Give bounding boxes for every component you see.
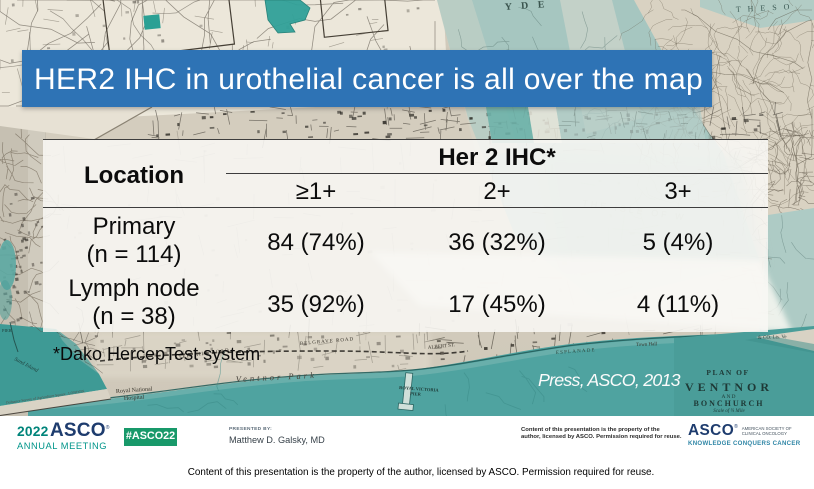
svg-text:Scale of ¾ Mile: Scale of ¾ Mile xyxy=(713,409,745,414)
svg-text:Town Hall: Town Hall xyxy=(636,342,658,348)
svg-text:ESPLANADE: ESPLANADE xyxy=(556,348,596,356)
svg-text:VENTNOR: VENTNOR xyxy=(685,380,773,394)
svg-text:Hospital: Hospital xyxy=(124,395,145,402)
svg-text:PIER: PIER xyxy=(2,328,12,333)
svg-text:Y D E: Y D E xyxy=(504,0,548,13)
svg-text:BELGRAVE ROAD: BELGRAVE ROAD xyxy=(300,337,355,347)
svg-text:PIER: PIER xyxy=(410,391,422,397)
svg-text:AND: AND xyxy=(722,394,737,400)
svg-text:T H E S O: T H E S O xyxy=(736,2,793,14)
svg-text:ROYAL VICTORIA: ROYAL VICTORIA xyxy=(399,385,440,393)
svg-text:PLAN OF: PLAN OF xyxy=(706,368,749,377)
svg-text:BONCHURCH: BONCHURCH xyxy=(694,399,765,408)
svg-text:Ventnor Park: Ventnor Park xyxy=(236,370,318,384)
svg-text:ALBERT ST.: ALBERT ST. xyxy=(428,343,455,351)
svg-text:Royal National: Royal National xyxy=(116,386,153,395)
svg-text:& CO. Lts. Ve: & CO. Lts. Ve xyxy=(758,335,788,341)
